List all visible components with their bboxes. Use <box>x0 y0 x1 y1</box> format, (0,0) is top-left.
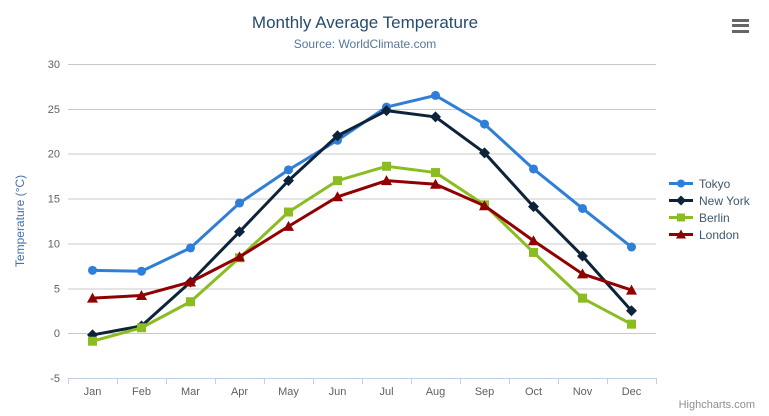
point-tokyo-may[interactable] <box>284 165 293 175</box>
point-tokyo-mar[interactable] <box>186 243 195 253</box>
point-tokyo-apr[interactable] <box>235 198 244 208</box>
x-axis-label: Jul <box>379 386 393 398</box>
point-berlin-jun[interactable] <box>333 176 342 186</box>
point-london-aug[interactable] <box>430 178 441 189</box>
point-london-jan[interactable] <box>87 292 98 303</box>
point-tokyo-oct[interactable] <box>529 164 538 174</box>
x-axis <box>68 378 657 384</box>
x-axis-label: Mar <box>181 386 200 398</box>
point-new-york-nov[interactable] <box>577 250 588 262</box>
series-line-berlin <box>91 164 633 343</box>
point-london-jun[interactable] <box>332 191 343 202</box>
point-london-jul[interactable] <box>381 175 392 186</box>
x-axis-label: Apr <box>231 386 248 398</box>
triangle-legend-icon <box>669 229 693 239</box>
y-axis-label: 30 <box>48 59 60 71</box>
series-tokyo <box>88 90 636 276</box>
point-berlin-aug[interactable] <box>431 168 440 178</box>
point-berlin-feb[interactable] <box>137 323 146 333</box>
circle-marker-glyph <box>677 179 685 188</box>
point-tokyo-jan[interactable] <box>88 265 97 275</box>
x-axis-label: Jun <box>329 386 347 398</box>
point-tokyo-feb[interactable] <box>137 266 146 276</box>
square-marker-glyph <box>677 213 685 222</box>
point-london-dec[interactable] <box>626 284 637 295</box>
y-axis-labels: -5 0 5 10 15 20 25 30 <box>48 59 60 385</box>
point-berlin-oct[interactable] <box>529 247 538 257</box>
hamburger-menu-icon <box>729 18 751 33</box>
chart-subtitle: Source: WorldClimate.com <box>293 37 437 51</box>
x-axis-label: Nov <box>573 386 593 398</box>
point-london-may[interactable] <box>283 220 294 231</box>
chart-title: Monthly Average Temperature <box>251 13 479 32</box>
square-legend-icon <box>669 213 693 222</box>
diamond-legend-icon <box>669 195 693 206</box>
diamond-marker-glyph <box>676 195 686 206</box>
point-new-york-jun[interactable] <box>332 130 343 142</box>
point-new-york-aug[interactable] <box>430 111 441 123</box>
x-axis-label: Aug <box>426 386 446 398</box>
series-berlin <box>88 161 636 346</box>
legend-item-label: London <box>699 227 740 242</box>
point-london-apr[interactable] <box>234 251 245 262</box>
y-axis-title: Temperature (°C) <box>13 175 27 267</box>
legend-item-new-york[interactable]: New York <box>668 192 750 209</box>
x-axis-labels: Jan Feb Mar Apr May Jun Jul Aug Sep Oct Nov Dec <box>84 386 642 398</box>
point-london-oct[interactable] <box>528 235 539 246</box>
legend-item-label: New York <box>699 193 750 208</box>
y-axis-label: -5 <box>50 373 60 385</box>
x-axis-label: Oct <box>525 386 542 398</box>
point-new-york-apr[interactable] <box>234 226 245 238</box>
point-london-mar[interactable] <box>185 276 196 287</box>
point-london-sep[interactable] <box>479 200 490 211</box>
triangle-marker-glyph <box>676 229 686 239</box>
y-axis-label: 10 <box>48 238 60 250</box>
y-axis-label: 20 <box>48 149 60 161</box>
credits-link[interactable]: Highcharts.com <box>678 399 755 411</box>
point-london-feb[interactable] <box>136 289 147 300</box>
point-tokyo-nov[interactable] <box>578 203 587 213</box>
series-london <box>87 175 637 303</box>
legend-item-label: Tokyo <box>699 176 731 191</box>
point-london-nov[interactable] <box>577 268 588 279</box>
x-axis-label: Jan <box>84 386 102 398</box>
y-gridlines <box>68 64 656 335</box>
point-berlin-nov[interactable] <box>578 293 587 303</box>
circle-legend-icon <box>669 179 693 188</box>
point-new-york-jul[interactable] <box>381 105 392 117</box>
point-berlin-may[interactable] <box>284 207 293 217</box>
point-tokyo-dec[interactable] <box>627 242 636 252</box>
y-axis-label: 5 <box>54 283 60 295</box>
legend-item-berlin[interactable]: Berlin <box>668 209 750 226</box>
y-axis-label: 0 <box>54 328 60 340</box>
point-tokyo-aug[interactable] <box>431 90 440 100</box>
y-axis-label: 25 <box>48 104 60 116</box>
x-axis-label: Sep <box>475 386 495 398</box>
point-new-york-oct[interactable] <box>528 201 539 213</box>
x-axis-label: Feb <box>132 386 151 398</box>
x-axis-label: May <box>278 386 299 398</box>
legend-item-label: Berlin <box>699 210 730 225</box>
point-berlin-dec[interactable] <box>627 319 636 329</box>
legend-item-tokyo[interactable]: Tokyo <box>668 175 750 192</box>
series-line-london <box>91 179 633 300</box>
point-new-york-dec[interactable] <box>626 305 637 317</box>
x-axis-label: Dec <box>622 386 642 398</box>
point-berlin-jan[interactable] <box>88 336 97 346</box>
export-menu-button[interactable] <box>729 18 751 36</box>
point-new-york-may[interactable] <box>283 175 294 187</box>
legend: Tokyo New York Berlin London <box>668 175 750 243</box>
legend-item-london[interactable]: London <box>668 226 750 243</box>
point-berlin-mar[interactable] <box>186 297 195 307</box>
series-new-york <box>87 105 637 341</box>
series-line-new-york <box>91 109 633 337</box>
point-tokyo-sep[interactable] <box>480 119 489 129</box>
y-axis-label: 15 <box>48 194 60 206</box>
point-new-york-sep[interactable] <box>479 147 490 159</box>
point-berlin-jul[interactable] <box>382 161 391 171</box>
